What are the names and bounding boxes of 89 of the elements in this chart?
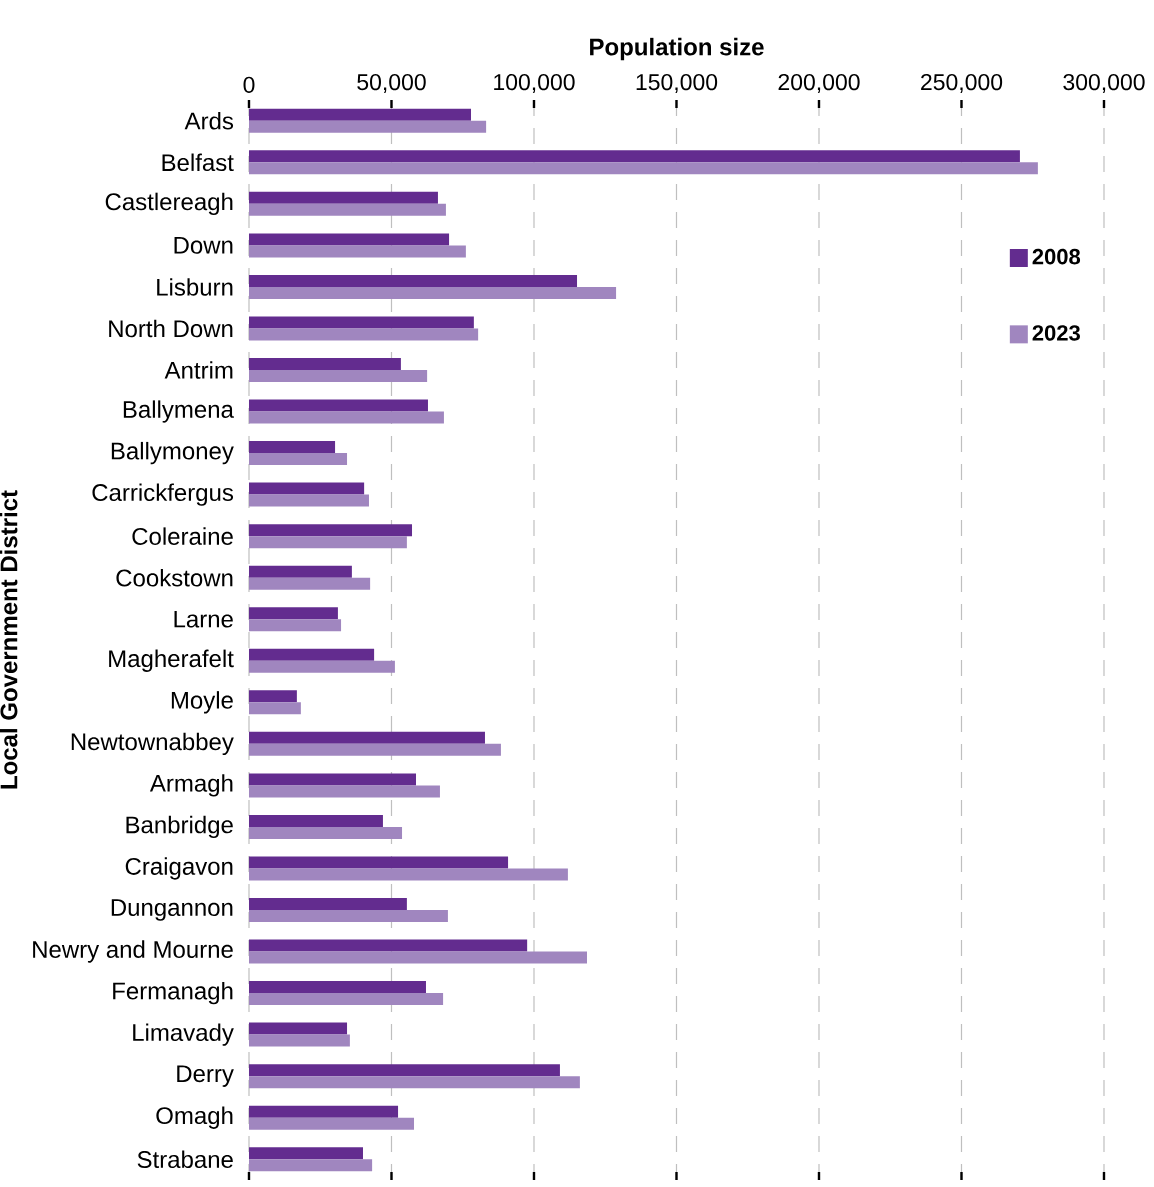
bar xyxy=(248,868,568,881)
bar xyxy=(248,981,426,994)
y-tick-label: Carrickfergus xyxy=(92,483,234,506)
y-tick-label: Antrim xyxy=(164,361,233,379)
y-tick-label: Ballymoney xyxy=(111,441,234,465)
bar xyxy=(248,1147,363,1160)
bar xyxy=(248,358,401,370)
bar xyxy=(248,328,479,341)
bar xyxy=(248,316,474,329)
y-tick-label: Moyle xyxy=(171,691,233,714)
bar xyxy=(248,939,528,952)
y-tick-label: Belfast xyxy=(162,153,234,172)
x-tick-label: 200,000 xyxy=(778,73,860,93)
y-tick-label: Fermanagh xyxy=(113,981,233,1005)
bar xyxy=(248,826,403,839)
y-axis-title: Local Government District xyxy=(0,490,18,789)
bar xyxy=(248,577,371,590)
bar xyxy=(248,524,413,537)
bar xyxy=(248,648,375,661)
bar xyxy=(248,619,342,632)
bar xyxy=(248,411,444,424)
bar xyxy=(248,743,501,756)
y-tick-label: Coleraine xyxy=(132,527,233,545)
bar xyxy=(248,910,448,923)
y-tick-label: Dungannon xyxy=(111,899,233,921)
y-tick-label: Lisburn xyxy=(157,278,233,296)
legend-label: 2023 xyxy=(1032,325,1080,341)
bar xyxy=(248,203,446,216)
x-tick-label: 300,000 xyxy=(1063,73,1145,93)
bar xyxy=(248,494,369,507)
bar xyxy=(248,1034,350,1047)
bar xyxy=(248,108,472,121)
bar xyxy=(248,1159,373,1172)
bar xyxy=(248,1105,399,1118)
x-tick-label: 0 xyxy=(243,76,255,93)
y-tick-label: Craigavon xyxy=(125,857,233,880)
y-tick-label: Castlereagh xyxy=(105,192,233,216)
bar xyxy=(248,856,509,869)
bar xyxy=(248,898,407,910)
bar xyxy=(248,441,336,454)
x-tick-label: 150,000 xyxy=(636,73,718,93)
bar xyxy=(248,453,348,466)
bar xyxy=(248,286,617,299)
bar xyxy=(248,1117,415,1130)
bar xyxy=(248,660,395,673)
y-tick-label: Limavady xyxy=(133,1023,234,1046)
bar xyxy=(248,482,365,495)
x-tick-label: 100,000 xyxy=(494,73,575,93)
y-tick-label: Derry xyxy=(177,1065,234,1087)
bar xyxy=(248,370,428,382)
bar xyxy=(248,993,444,1006)
bar xyxy=(248,233,450,246)
y-tick-label: Ballymena xyxy=(123,400,234,423)
bar xyxy=(248,773,416,786)
x-axis-title: Population size xyxy=(590,37,764,61)
y-tick-label: Larne xyxy=(174,610,233,628)
y-tick-label: Strabane xyxy=(137,1150,233,1169)
y-tick-label: Down xyxy=(174,237,233,254)
bar xyxy=(248,690,297,703)
y-tick-label: Omagh xyxy=(156,1106,233,1129)
bar xyxy=(248,1064,560,1077)
bar xyxy=(248,274,578,287)
bar xyxy=(248,565,352,578)
bar xyxy=(248,245,466,258)
bar xyxy=(248,120,487,133)
y-tick-label: Banbridge xyxy=(126,815,233,839)
bar xyxy=(248,191,438,204)
y-tick-label: Newry and Mourne xyxy=(33,940,233,963)
x-tick-label: 50,000 xyxy=(357,73,426,93)
bar xyxy=(248,1022,348,1035)
bar xyxy=(248,150,1020,163)
bar xyxy=(248,951,587,964)
bar xyxy=(248,607,338,620)
y-tick-label: North Down xyxy=(109,319,233,338)
bar xyxy=(248,536,407,549)
bar xyxy=(248,162,1038,175)
y-tick-label: Cookstown xyxy=(116,568,233,587)
y-tick-label: Armagh xyxy=(149,774,233,797)
y-tick-label: Magherafelt xyxy=(109,649,234,672)
y-tick-label: Ards xyxy=(184,111,234,130)
y-tick-label: Newtownabbey xyxy=(71,732,234,756)
bar xyxy=(248,731,485,744)
bar xyxy=(248,785,440,798)
legend-label: 2008 xyxy=(1032,248,1081,265)
x-tick-label: 250,000 xyxy=(921,73,1003,93)
bar xyxy=(248,702,301,715)
bar xyxy=(248,399,428,412)
bar xyxy=(248,1076,580,1089)
bar xyxy=(248,814,383,827)
